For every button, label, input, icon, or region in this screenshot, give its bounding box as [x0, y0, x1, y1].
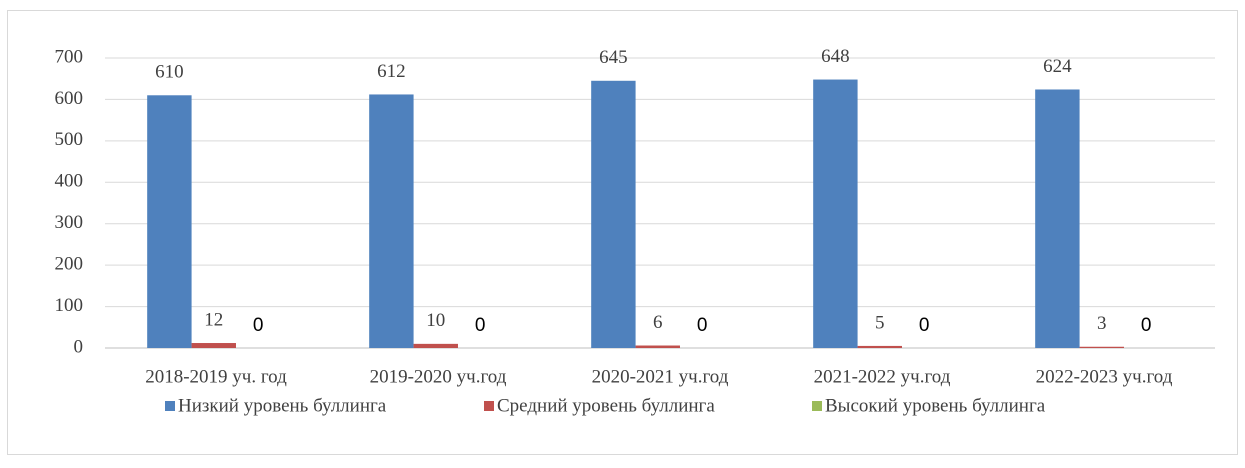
- bar: [1035, 89, 1080, 348]
- bar: [591, 80, 636, 349]
- bar: [369, 94, 414, 348]
- data-label: 0: [919, 315, 930, 336]
- legend-label: Высокий уровень буллинга: [825, 395, 1046, 416]
- bar: [413, 343, 458, 348]
- bar: [635, 345, 680, 348]
- y-tick-label: 400: [55, 171, 84, 192]
- data-label: 5: [875, 312, 885, 333]
- y-tick-label: 500: [55, 129, 84, 150]
- y-tick-label: 700: [55, 46, 84, 67]
- data-label: 0: [1141, 315, 1152, 336]
- y-tick-label: 300: [55, 212, 84, 233]
- legend-swatch: [812, 401, 822, 411]
- data-label: 10: [426, 310, 445, 331]
- data-label: 6: [653, 312, 663, 333]
- x-tick-label: 2018-2019 уч. год: [145, 366, 287, 387]
- data-label: 0: [253, 315, 264, 336]
- legend-swatch: [484, 401, 494, 411]
- legend-label: Средний уровень буллинга: [497, 395, 715, 416]
- data-label: 3: [1097, 313, 1107, 334]
- bar: [813, 79, 858, 349]
- data-label: 610: [155, 62, 184, 83]
- x-tick-label: 2021-2022 уч.год: [814, 366, 951, 387]
- legend-swatch: [165, 401, 175, 411]
- bar: [1079, 346, 1124, 348]
- data-label: 12: [204, 309, 223, 330]
- y-tick-label: 600: [55, 88, 84, 109]
- y-tick-label: 0: [74, 336, 84, 357]
- data-label: 612: [377, 61, 406, 82]
- data-label: 624: [1043, 56, 1072, 77]
- bar: [191, 343, 236, 348]
- x-tick-label: 2019-2020 уч.год: [370, 366, 507, 387]
- data-label: 645: [599, 47, 628, 68]
- data-label: 0: [697, 315, 708, 336]
- x-tick-label: 2020-2021 уч.год: [592, 366, 729, 387]
- data-label: 648: [821, 46, 850, 67]
- y-tick-label: 200: [55, 254, 84, 275]
- data-label: 0: [475, 315, 486, 336]
- bar: [857, 345, 902, 348]
- y-tick-label: 100: [55, 295, 84, 316]
- x-tick-label: 2022-2023 уч.год: [1036, 366, 1173, 387]
- bar: [147, 95, 192, 349]
- legend-label: Низкий уровень буллинга: [178, 395, 387, 416]
